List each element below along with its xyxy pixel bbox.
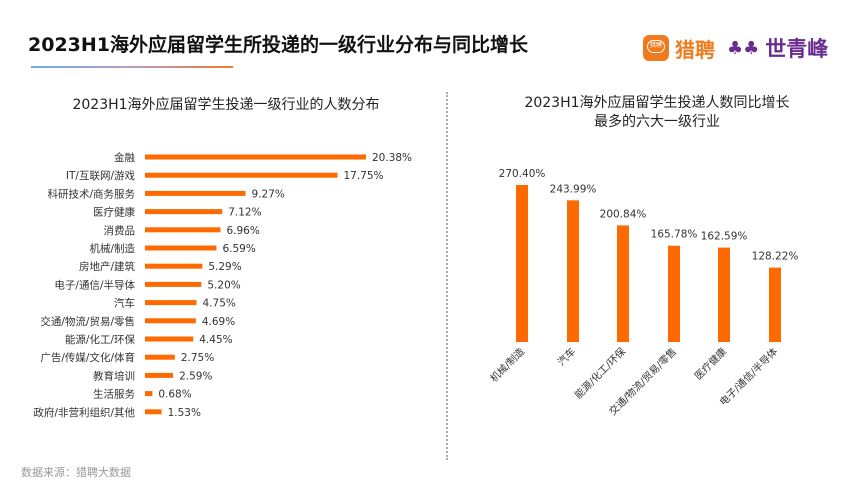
- bar: [145, 372, 174, 378]
- value-label: 4.45%: [199, 334, 232, 346]
- bar: [567, 200, 579, 342]
- category-label: 教育培训: [93, 369, 135, 382]
- value-label: 20.38%: [372, 152, 412, 164]
- bar: [145, 354, 175, 360]
- value-label: 0.68%: [158, 389, 191, 401]
- category-label: 能源/化工/环保: [572, 345, 628, 401]
- bar: [145, 318, 196, 324]
- value-label: 7.12%: [228, 207, 261, 219]
- value-label: 243.99%: [550, 183, 597, 195]
- bar: [145, 209, 223, 215]
- category-label: 汽车: [555, 345, 578, 368]
- bar: [769, 267, 781, 342]
- category-label: 能源/化工/环保: [65, 333, 136, 346]
- value-label: 165.78%: [651, 229, 698, 241]
- left-chart-title: 2023H1海外应届留学生投递一级行业的人数分布: [72, 97, 380, 113]
- right-chart-title: 2023H1海外应届留学生投递人数同比增长 最多的六大一级行业: [472, 94, 842, 132]
- bar: [145, 409, 162, 415]
- bar: [145, 245, 217, 251]
- value-label: 6.59%: [222, 243, 255, 255]
- brand-shiqingfeng: 世青峰: [765, 37, 829, 61]
- left-bar-chart: 金融 20.38% IT/互联网/游戏 17.75% 科研技术/商务服务 9.27% 医疗健…: [33, 151, 412, 419]
- shiqingfeng-logo-icon: ♣♣: [727, 37, 760, 59]
- chart-divider: [446, 92, 448, 460]
- category-label: IT/互联网/游戏: [66, 169, 136, 182]
- value-label: 5.29%: [208, 261, 241, 273]
- bar: [718, 247, 730, 342]
- category-label: 汽车: [114, 297, 135, 310]
- bar: [145, 190, 246, 196]
- bar: [145, 172, 338, 178]
- value-label: 6.96%: [226, 225, 259, 237]
- brand-liepin: 猎聘: [675, 37, 715, 62]
- brand-logo: 猎聘 猎聘 ♣♣ 世青峰: [643, 33, 828, 63]
- bar: [145, 336, 194, 342]
- liepin-app-icon: 猎聘: [643, 35, 669, 61]
- bar: [145, 391, 153, 397]
- category-label: 电子/通信/半导体: [54, 278, 135, 291]
- category-label: 机械/制造: [89, 242, 135, 255]
- value-label: 4.75%: [203, 298, 236, 310]
- category-label: 消费品: [104, 224, 136, 237]
- right-chart-title-line2: 最多的六大一级行业: [594, 114, 720, 130]
- value-label: 5.20%: [207, 279, 240, 291]
- category-label: 广告/传媒/文化/体育: [40, 351, 135, 364]
- logo-badge-text: 猎聘: [647, 40, 665, 53]
- value-label: 2.59%: [179, 370, 212, 382]
- value-label: 270.40%: [499, 168, 546, 180]
- category-label: 机械/制造: [487, 345, 527, 385]
- value-label: 17.75%: [343, 170, 383, 182]
- bar: [668, 245, 680, 342]
- category-label: 房地产/建筑: [79, 260, 136, 273]
- category-label: 生活服务: [93, 388, 135, 401]
- category-label: 科研技术/商务服务: [47, 187, 135, 200]
- bar: [145, 300, 197, 306]
- value-label: 128.22%: [752, 251, 799, 263]
- page-title: 2023H1海外应届留学生所投递的一级行业分布与同比增长: [28, 34, 529, 56]
- category-label: 交通/物流/贸易/零售: [40, 315, 135, 328]
- value-label: 200.84%: [600, 208, 647, 220]
- value-label: 4.69%: [202, 316, 235, 328]
- value-label: 162.59%: [701, 231, 748, 243]
- bar: [145, 154, 366, 160]
- data-source: 数据来源：猎聘大数据: [21, 466, 131, 479]
- category-label: 医疗健康: [692, 345, 729, 382]
- bar: [145, 263, 203, 269]
- right-bar-chart: 270.40% 机械/制造 243.99% 汽车 200.84% 能源/化工/环保 165.…: [487, 168, 799, 418]
- title-underline: [31, 66, 233, 68]
- bar: [145, 281, 202, 287]
- category-label: 医疗健康: [93, 206, 135, 219]
- value-label: 2.75%: [181, 352, 214, 364]
- category-label: 金融: [114, 151, 135, 164]
- category-label: 政府/非营利组织/其他: [33, 406, 135, 419]
- bar: [145, 227, 221, 233]
- bar: [617, 225, 629, 342]
- value-label: 1.53%: [168, 407, 201, 419]
- value-label: 9.27%: [252, 188, 285, 200]
- right-chart-title-line1: 2023H1海外应届留学生投递人数同比增长: [524, 95, 790, 111]
- bar: [516, 185, 528, 342]
